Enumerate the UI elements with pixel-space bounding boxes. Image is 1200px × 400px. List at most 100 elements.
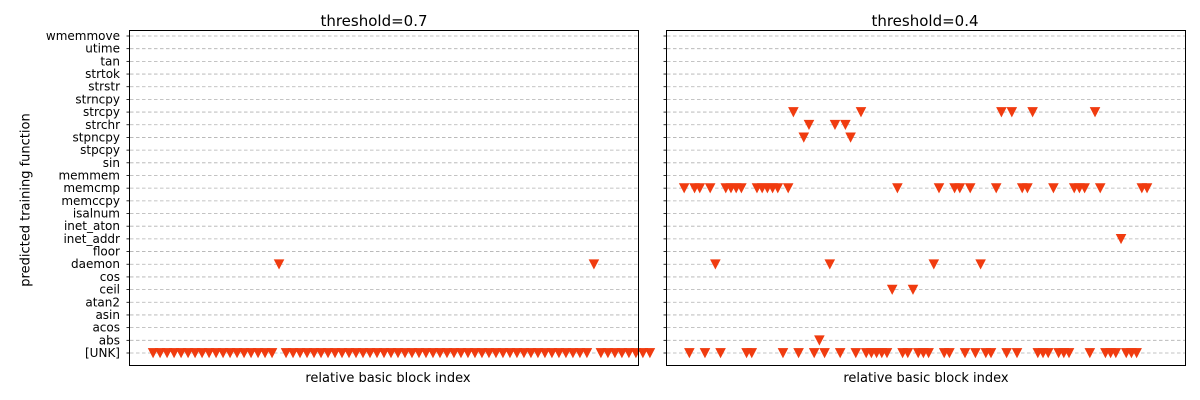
data-point-r-44 <box>907 284 919 295</box>
plot-frame-left <box>129 30 639 366</box>
data-point-r-87 <box>1131 348 1142 359</box>
data-point-l-67 <box>616 348 628 359</box>
y-tick-label: memcmp <box>63 181 120 195</box>
y-tick-label: tan <box>100 54 120 68</box>
data-point-l-20 <box>287 348 299 359</box>
data-point-r-53 <box>954 183 966 194</box>
data-point-l-52 <box>511 348 523 359</box>
data-point-l-60 <box>567 348 579 359</box>
data-point-r-39 <box>881 348 893 359</box>
data-point-l-19 <box>280 348 292 359</box>
data-point-r-79 <box>1089 107 1101 118</box>
data-point-l-5 <box>182 348 194 359</box>
data-point-r-29 <box>829 119 841 131</box>
data-point-l-37 <box>406 348 418 359</box>
data-point-r-63 <box>1006 107 1018 118</box>
data-point-r-18 <box>772 183 784 194</box>
y-axis-label: predicted training function <box>19 113 34 286</box>
data-point-l-9 <box>210 348 222 359</box>
y-tick-label: abs <box>99 333 120 347</box>
data-point-r-62 <box>1001 348 1012 359</box>
panel-title-right: threshold=0.4 <box>871 12 978 30</box>
data-point-l-32 <box>371 348 383 359</box>
data-point-l-18 <box>273 259 285 270</box>
data-point-r-31 <box>840 119 851 131</box>
data-point-r-22 <box>793 348 804 359</box>
data-point-r-30 <box>834 348 846 359</box>
data-point-l-25 <box>322 348 334 359</box>
data-point-r-83 <box>1110 348 1122 359</box>
data-point-r-70 <box>1042 348 1054 359</box>
data-point-l-68 <box>623 348 635 359</box>
x-axis-label-right: relative basic block index <box>843 371 1009 386</box>
data-point-l-53 <box>518 348 530 359</box>
data-point-l-22 <box>301 348 313 359</box>
data-point-l-55 <box>532 348 544 359</box>
y-tick-label: asin <box>95 308 120 322</box>
data-point-r-21 <box>788 107 799 118</box>
data-point-l-12 <box>231 348 243 359</box>
data-point-r-19 <box>777 348 789 359</box>
data-point-r-89 <box>1141 183 1153 194</box>
data-point-r-78 <box>1084 348 1096 359</box>
data-point-l-29 <box>350 348 362 359</box>
data-point-r-47 <box>923 348 934 359</box>
data-point-r-5 <box>704 183 716 194</box>
data-point-l-6 <box>189 348 201 359</box>
data-point-l-11 <box>224 348 236 359</box>
y-tick-label: sin <box>103 156 120 170</box>
y-tick-label: memccpy <box>61 194 120 208</box>
y-tick-label: utime <box>85 42 120 56</box>
data-point-r-74 <box>1063 348 1075 359</box>
data-point-r-67 <box>1027 107 1038 118</box>
data-point-r-66 <box>1022 183 1033 194</box>
data-point-l-43 <box>448 348 460 359</box>
y-tick-label: wmemmove <box>46 29 120 43</box>
plot-frame-right <box>666 30 1186 366</box>
y-tick-label: stpcpy <box>80 143 120 157</box>
data-point-r-25 <box>808 348 820 359</box>
panel-threshold-0-4: threshold=0.4 relative basic block index <box>663 12 1186 386</box>
data-point-r-13 <box>746 348 758 359</box>
data-point-r-32 <box>845 132 856 143</box>
data-point-r-1 <box>684 348 695 359</box>
data-point-r-41 <box>892 183 903 194</box>
data-point-l-16 <box>259 348 271 359</box>
data-point-l-35 <box>392 348 404 359</box>
y-tick-label: cos <box>100 270 120 284</box>
data-point-l-51 <box>504 348 516 359</box>
data-point-r-61 <box>996 107 1007 118</box>
data-point-r-33 <box>850 348 862 359</box>
x-axis-label-left: relative basic block index <box>305 371 471 386</box>
data-point-l-57 <box>546 348 558 359</box>
data-point-r-43 <box>902 348 914 359</box>
data-point-l-23 <box>308 348 320 359</box>
panel-threshold-0-7: threshold=0.7 [UNK]absacosasinatan2ceilc… <box>46 12 656 386</box>
y-tick-label: isalnum <box>73 207 120 221</box>
data-point-l-7 <box>196 348 208 359</box>
data-point-r-34 <box>855 107 867 118</box>
data-point-l-66 <box>609 348 621 359</box>
data-point-r-28 <box>824 259 836 270</box>
data-point-l-26 <box>329 348 341 359</box>
data-point-l-63 <box>588 259 600 270</box>
data-point-r-77 <box>1079 183 1090 194</box>
data-point-r-11 <box>736 183 747 194</box>
data-point-l-50 <box>497 348 509 359</box>
data-point-r-0 <box>678 183 690 194</box>
data-point-l-10 <box>217 348 229 359</box>
y-tick-label: strtok <box>85 67 120 81</box>
y-tick-label: daemon <box>71 257 120 271</box>
y-tick-label: atan2 <box>85 295 120 309</box>
data-point-r-60 <box>990 183 1002 194</box>
data-point-r-7 <box>715 348 726 359</box>
data-point-r-59 <box>985 348 997 359</box>
y-tick-label: inet_addr <box>63 232 120 246</box>
grid-right <box>667 35 1185 354</box>
data-point-l-33 <box>378 348 390 359</box>
data-point-l-2 <box>161 348 173 359</box>
data-point-r-55 <box>964 183 976 194</box>
data-point-l-34 <box>385 348 397 359</box>
